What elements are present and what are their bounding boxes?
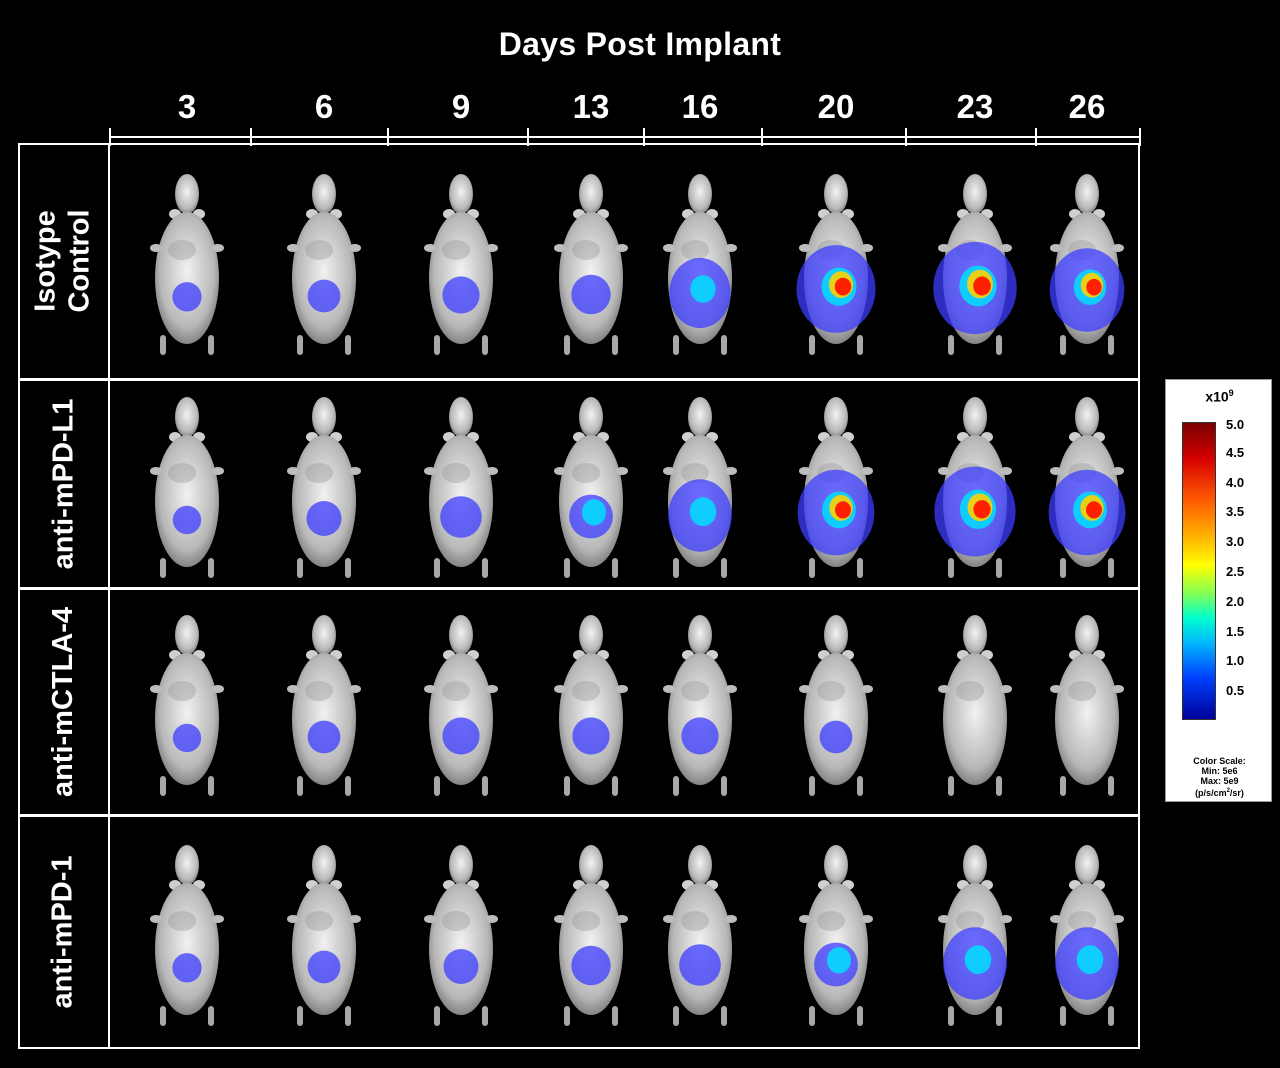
mouse-image [279,611,369,801]
day-axis-tick [905,128,907,146]
color-scale-tick: 0.5 [1226,683,1245,699]
mouse-image [416,841,506,1031]
day-label-3: 3 [177,88,197,125]
color-scale-tick: 4.0 [1226,474,1245,490]
row-label-3: anti-mCTLA-4 [18,588,108,815]
row-label-4: anti-mPD-1 [18,815,108,1049]
day-axis-tick [1035,128,1037,146]
mouse-image [416,611,506,801]
color-scale-bar [1182,422,1216,720]
row-divider [18,587,1140,590]
color-scale-tick: 2.5 [1226,564,1245,579]
color-scale-tick: 3.0 [1226,534,1245,550]
mouse-image [279,170,369,360]
color-scale-tick: 5.0 [1226,417,1245,432]
row-label-text: Isotype Control [30,209,96,313]
row-label-text: anti-mPD-1 [47,855,80,1009]
row-label-1: Isotype Control [18,143,108,379]
mouse-image [546,393,636,583]
day-axis-tick [109,128,111,146]
color-scale-panel: x109 5.0 4.5 4.0 3.5 3.0 2.5 2.0 1.5 1.0 0.5 Colo… [1165,379,1272,802]
mouse-image [930,611,1020,801]
mouse-image [791,841,881,1031]
day-axis-tick [643,128,645,146]
image-grid-frame [18,143,1140,1049]
day-label-20: 20 [817,88,855,125]
label-column-divider [108,143,110,1049]
day-label-6: 6 [314,88,334,125]
mouse-image [142,611,232,801]
color-scale-tick: 4.5 [1226,444,1245,460]
day-label-16: 16 [681,88,719,125]
mouse-image [1042,170,1132,360]
mouse-image [279,841,369,1031]
color-scale-units: (p/s/cm2/sr) [1195,788,1244,798]
mouse-image [655,841,745,1031]
mouse-image [546,170,636,360]
row-divider [18,378,1140,381]
color-scale-tick: 2.0 [1226,593,1245,609]
mouse-image [655,393,745,583]
mouse-image [142,170,232,360]
mouse-image [1042,611,1132,801]
mouse-image [930,170,1020,360]
mouse-image [791,170,881,360]
day-label-9: 9 [451,88,471,125]
color-scale-tick: 1.5 [1226,623,1245,639]
color-scale-footnote: Color Scale: Min: 5e6 Max: 5e9 (p/s/cm2/… [1170,756,1269,798]
mouse-image [546,841,636,1031]
mouse-image [279,393,369,583]
day-axis-tick [1139,128,1141,146]
day-axis-line [110,136,1140,138]
color-scale-min: Min: 5e6 [1201,766,1238,776]
mouse-image [930,393,1020,583]
mouse-image [416,170,506,360]
mouse-image [655,170,745,360]
mouse-image [791,393,881,583]
day-axis-tick [387,128,389,146]
day-label-13: 13 [572,88,610,125]
color-scale-tick: 1.0 [1226,653,1245,669]
color-scale-max: Max: 5e9 [1200,776,1239,786]
color-scale-unit: x109 [1205,388,1234,405]
day-label-26: 26 [1068,88,1106,125]
day-axis-tick [527,128,529,146]
mouse-image [1042,841,1132,1031]
figure-title: Days Post Implant [498,26,782,62]
mouse-image [546,611,636,801]
day-axis-tick [250,128,252,146]
row-label-text: anti-mCTLA-4 [47,606,80,797]
mouse-image [142,841,232,1031]
mouse-image [1042,393,1132,583]
mouse-image [142,393,232,583]
day-axis-tick [761,128,763,146]
row-label-text: anti-mPD-L1 [47,398,80,569]
color-scale-tick: 3.5 [1226,504,1245,520]
color-scale-title: Color Scale: [1193,756,1246,766]
row-divider [18,814,1140,817]
row-label-2: anti-mPD-L1 [18,379,108,588]
mouse-image [791,611,881,801]
mouse-image [930,841,1020,1031]
mouse-image [655,611,745,801]
mouse-image [416,393,506,583]
day-label-23: 23 [956,88,994,125]
